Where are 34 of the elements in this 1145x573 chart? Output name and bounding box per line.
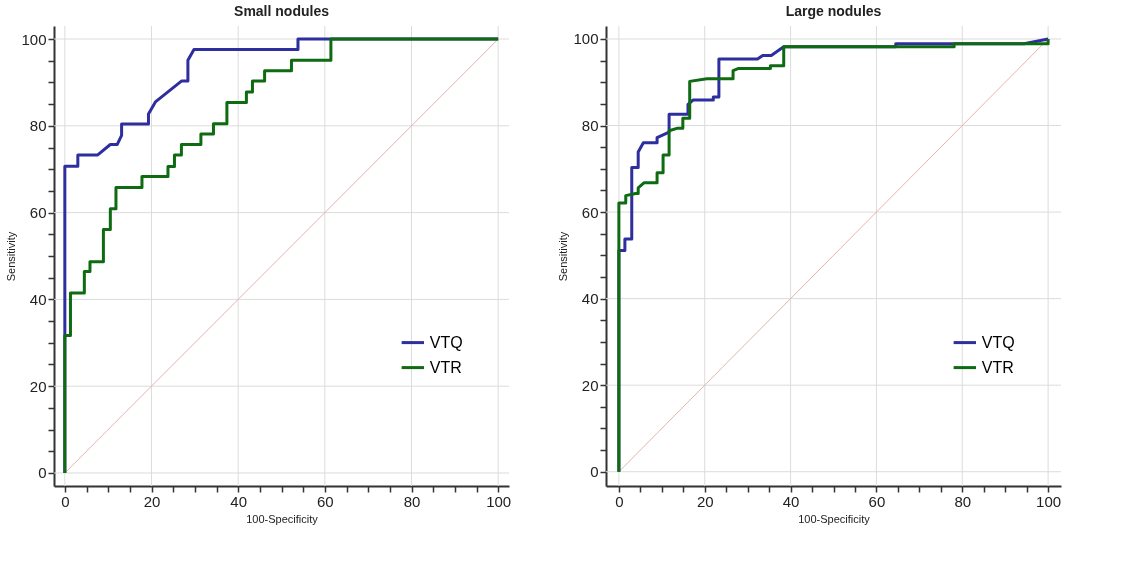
y-tick-label: 80 bbox=[29, 117, 47, 135]
x-tick-label: 40 bbox=[782, 492, 800, 510]
x-tick-label: 100 bbox=[1036, 492, 1062, 510]
x-axis-title: 100-Specificity bbox=[246, 512, 319, 525]
y-tick-label: 100 bbox=[573, 30, 599, 48]
legend-label: VTR bbox=[429, 358, 462, 376]
x-axis-title: 100-Specificity bbox=[798, 512, 871, 525]
legend-label: VTQ bbox=[429, 333, 463, 351]
legend-label: VTQ bbox=[981, 333, 1015, 351]
x-tick-label: 60 bbox=[316, 492, 334, 510]
x-tick-label: 100 bbox=[486, 492, 512, 510]
x-tick-label: 0 bbox=[61, 492, 70, 510]
x-tick-label: 60 bbox=[868, 492, 886, 510]
x-tick-label: 40 bbox=[230, 492, 248, 510]
y-tick-label: 20 bbox=[29, 377, 47, 395]
x-tick-label: 20 bbox=[143, 492, 161, 510]
chart-title: Large nodules bbox=[785, 3, 882, 20]
y-axis-title: Sensitivity bbox=[557, 231, 570, 282]
chart-title: Small nodules bbox=[234, 3, 330, 20]
x-tick-label: 20 bbox=[696, 492, 714, 510]
y-tick-label: 0 bbox=[590, 463, 599, 481]
y-tick-label: 60 bbox=[29, 204, 47, 222]
x-tick-label: 80 bbox=[954, 492, 972, 510]
y-axis-title: Sensitivity bbox=[5, 231, 18, 282]
legend-label: VTR bbox=[981, 358, 1014, 376]
x-tick-label: 80 bbox=[403, 492, 421, 510]
y-tick-label: 80 bbox=[581, 117, 599, 135]
x-tick-label: 0 bbox=[615, 492, 624, 510]
y-tick-label: 0 bbox=[38, 464, 47, 482]
y-tick-label: 60 bbox=[581, 203, 599, 221]
y-tick-label: 40 bbox=[581, 290, 599, 308]
y-tick-label: 20 bbox=[581, 376, 599, 394]
y-tick-label: 100 bbox=[21, 30, 47, 48]
y-tick-label: 40 bbox=[29, 290, 47, 308]
